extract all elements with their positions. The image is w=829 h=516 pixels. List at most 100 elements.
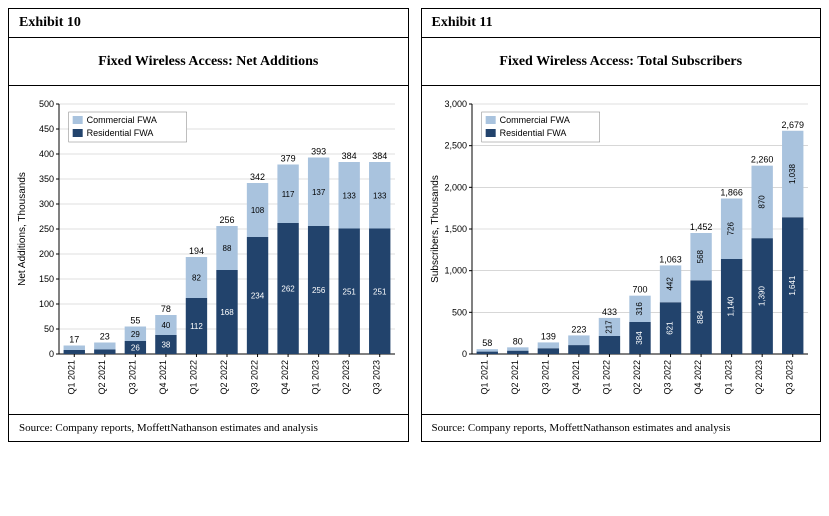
svg-text:2,500: 2,500 bbox=[444, 141, 467, 151]
svg-text:112: 112 bbox=[190, 322, 203, 331]
svg-text:2,000: 2,000 bbox=[444, 182, 467, 192]
exhibit-11-svg: 0 500 1,000 1,500 2,000 2,500 3,000 Subscribers… bbox=[424, 90, 814, 410]
svg-text:870: 870 bbox=[757, 195, 766, 209]
svg-text:256: 256 bbox=[219, 215, 234, 225]
svg-text:Q1 2023: Q1 2023 bbox=[311, 360, 321, 395]
svg-text:3,000: 3,000 bbox=[444, 99, 467, 109]
svg-text:Q4 2021: Q4 2021 bbox=[570, 360, 580, 395]
svg-text:316: 316 bbox=[635, 302, 644, 316]
svg-text:133: 133 bbox=[373, 191, 387, 200]
svg-text:50: 50 bbox=[44, 324, 54, 334]
svg-text:Q2 2021: Q2 2021 bbox=[97, 360, 107, 395]
svg-text:0: 0 bbox=[461, 349, 466, 359]
svg-text:168: 168 bbox=[220, 308, 234, 317]
svg-text:256: 256 bbox=[312, 286, 326, 295]
svg-text:Q2 2021: Q2 2021 bbox=[509, 360, 519, 395]
svg-text:1,500: 1,500 bbox=[444, 224, 467, 234]
svg-text:1,641: 1,641 bbox=[787, 275, 796, 296]
svg-text:Q3 2021: Q3 2021 bbox=[540, 360, 550, 395]
svg-text:78: 78 bbox=[161, 304, 171, 314]
svg-text:250: 250 bbox=[39, 224, 54, 234]
svg-text:433: 433 bbox=[601, 307, 616, 317]
exhibit-10-label: Exhibit 10 bbox=[9, 9, 408, 38]
svg-text:568: 568 bbox=[696, 249, 705, 263]
svg-text:100: 100 bbox=[39, 299, 54, 309]
svg-text:Commercial FWA: Commercial FWA bbox=[87, 115, 157, 125]
svg-text:2,260: 2,260 bbox=[750, 155, 773, 165]
exhibit-11-label: Exhibit 11 bbox=[422, 9, 821, 38]
svg-text:Q3 2022: Q3 2022 bbox=[662, 360, 672, 395]
exhibit-11-panel: Exhibit 11 Fixed Wireless Access: Total … bbox=[421, 8, 822, 442]
svg-text:Commercial FWA: Commercial FWA bbox=[499, 115, 569, 125]
svg-text:137: 137 bbox=[312, 188, 326, 197]
svg-text:Q1 2023: Q1 2023 bbox=[723, 360, 733, 395]
svg-text:Q2 2023: Q2 2023 bbox=[754, 360, 764, 395]
svg-text:Q4 2021: Q4 2021 bbox=[158, 360, 168, 395]
svg-text:108: 108 bbox=[251, 206, 265, 215]
svg-text:450: 450 bbox=[39, 124, 54, 134]
svg-text:234: 234 bbox=[251, 292, 265, 301]
svg-text:82: 82 bbox=[192, 274, 201, 283]
svg-text:194: 194 bbox=[189, 246, 204, 256]
svg-text:262: 262 bbox=[281, 285, 295, 294]
svg-text:Q3 2022: Q3 2022 bbox=[250, 360, 260, 395]
svg-text:300: 300 bbox=[39, 199, 54, 209]
svg-text:Q2 2022: Q2 2022 bbox=[219, 360, 229, 395]
svg-text:29: 29 bbox=[131, 330, 140, 339]
svg-text:Q3 2023: Q3 2023 bbox=[784, 360, 794, 395]
svg-text:133: 133 bbox=[343, 191, 357, 200]
svg-text:Q3 2021: Q3 2021 bbox=[127, 360, 137, 395]
chart-panels: Exhibit 10 Fixed Wireless Access: Net Ad… bbox=[8, 8, 821, 442]
svg-text:1,866: 1,866 bbox=[720, 188, 743, 198]
svg-text:350: 350 bbox=[39, 174, 54, 184]
svg-text:Residential FWA: Residential FWA bbox=[87, 128, 154, 138]
svg-text:1,063: 1,063 bbox=[659, 254, 682, 264]
svg-text:88: 88 bbox=[223, 244, 232, 253]
svg-text:Residential FWA: Residential FWA bbox=[499, 128, 566, 138]
svg-text:342: 342 bbox=[250, 172, 265, 182]
svg-text:1,000: 1,000 bbox=[444, 266, 467, 276]
svg-text:251: 251 bbox=[343, 287, 357, 296]
svg-text:117: 117 bbox=[282, 190, 295, 199]
svg-text:251: 251 bbox=[373, 287, 387, 296]
exhibit-10-chart-area: 050100150200250300350400450500Net Additi… bbox=[9, 86, 408, 415]
svg-text:217: 217 bbox=[604, 320, 613, 334]
svg-text:Q1 2021: Q1 2021 bbox=[66, 360, 76, 395]
svg-text:0: 0 bbox=[49, 349, 54, 359]
svg-text:200: 200 bbox=[39, 249, 54, 259]
exhibit-10-svg: 050100150200250300350400450500Net Additi… bbox=[11, 90, 401, 410]
svg-text:26: 26 bbox=[131, 344, 140, 353]
svg-text:139: 139 bbox=[540, 331, 555, 341]
svg-text:Q3 2023: Q3 2023 bbox=[372, 360, 382, 395]
svg-text:379: 379 bbox=[281, 154, 296, 164]
svg-text:442: 442 bbox=[665, 277, 674, 291]
svg-text:80: 80 bbox=[512, 336, 522, 346]
svg-text:150: 150 bbox=[39, 274, 54, 284]
svg-text:1,038: 1,038 bbox=[787, 163, 796, 184]
svg-text:384: 384 bbox=[635, 331, 644, 345]
svg-text:Net Additions, Thousands: Net Additions, Thousands bbox=[17, 172, 28, 286]
svg-text:23: 23 bbox=[100, 332, 110, 342]
svg-text:Q2 2023: Q2 2023 bbox=[341, 360, 351, 395]
svg-text:Q4 2022: Q4 2022 bbox=[280, 360, 290, 395]
svg-text:500: 500 bbox=[451, 307, 466, 317]
svg-text:2,679: 2,679 bbox=[781, 120, 804, 130]
svg-text:Q4 2022: Q4 2022 bbox=[693, 360, 703, 395]
svg-text:393: 393 bbox=[311, 147, 326, 157]
exhibit-10-panel: Exhibit 10 Fixed Wireless Access: Net Ad… bbox=[8, 8, 409, 442]
svg-text:223: 223 bbox=[571, 324, 586, 334]
exhibit-11-source: Source: Company reports, MoffettNathanso… bbox=[422, 415, 821, 441]
exhibit-10-title: Fixed Wireless Access: Net Additions bbox=[9, 38, 408, 86]
svg-text:1,140: 1,140 bbox=[726, 296, 735, 317]
exhibit-10-source: Source: Company reports, MoffettNathanso… bbox=[9, 415, 408, 441]
svg-text:17: 17 bbox=[69, 335, 79, 345]
svg-text:621: 621 bbox=[665, 321, 674, 335]
svg-text:58: 58 bbox=[482, 338, 492, 348]
svg-text:Q1 2021: Q1 2021 bbox=[479, 360, 489, 395]
svg-text:400: 400 bbox=[39, 149, 54, 159]
svg-text:1,390: 1,390 bbox=[757, 286, 766, 307]
svg-text:Subscribers, Thousands: Subscribers, Thousands bbox=[430, 175, 441, 283]
svg-text:384: 384 bbox=[342, 151, 357, 161]
svg-text:726: 726 bbox=[726, 222, 735, 236]
svg-text:1,452: 1,452 bbox=[689, 222, 712, 232]
